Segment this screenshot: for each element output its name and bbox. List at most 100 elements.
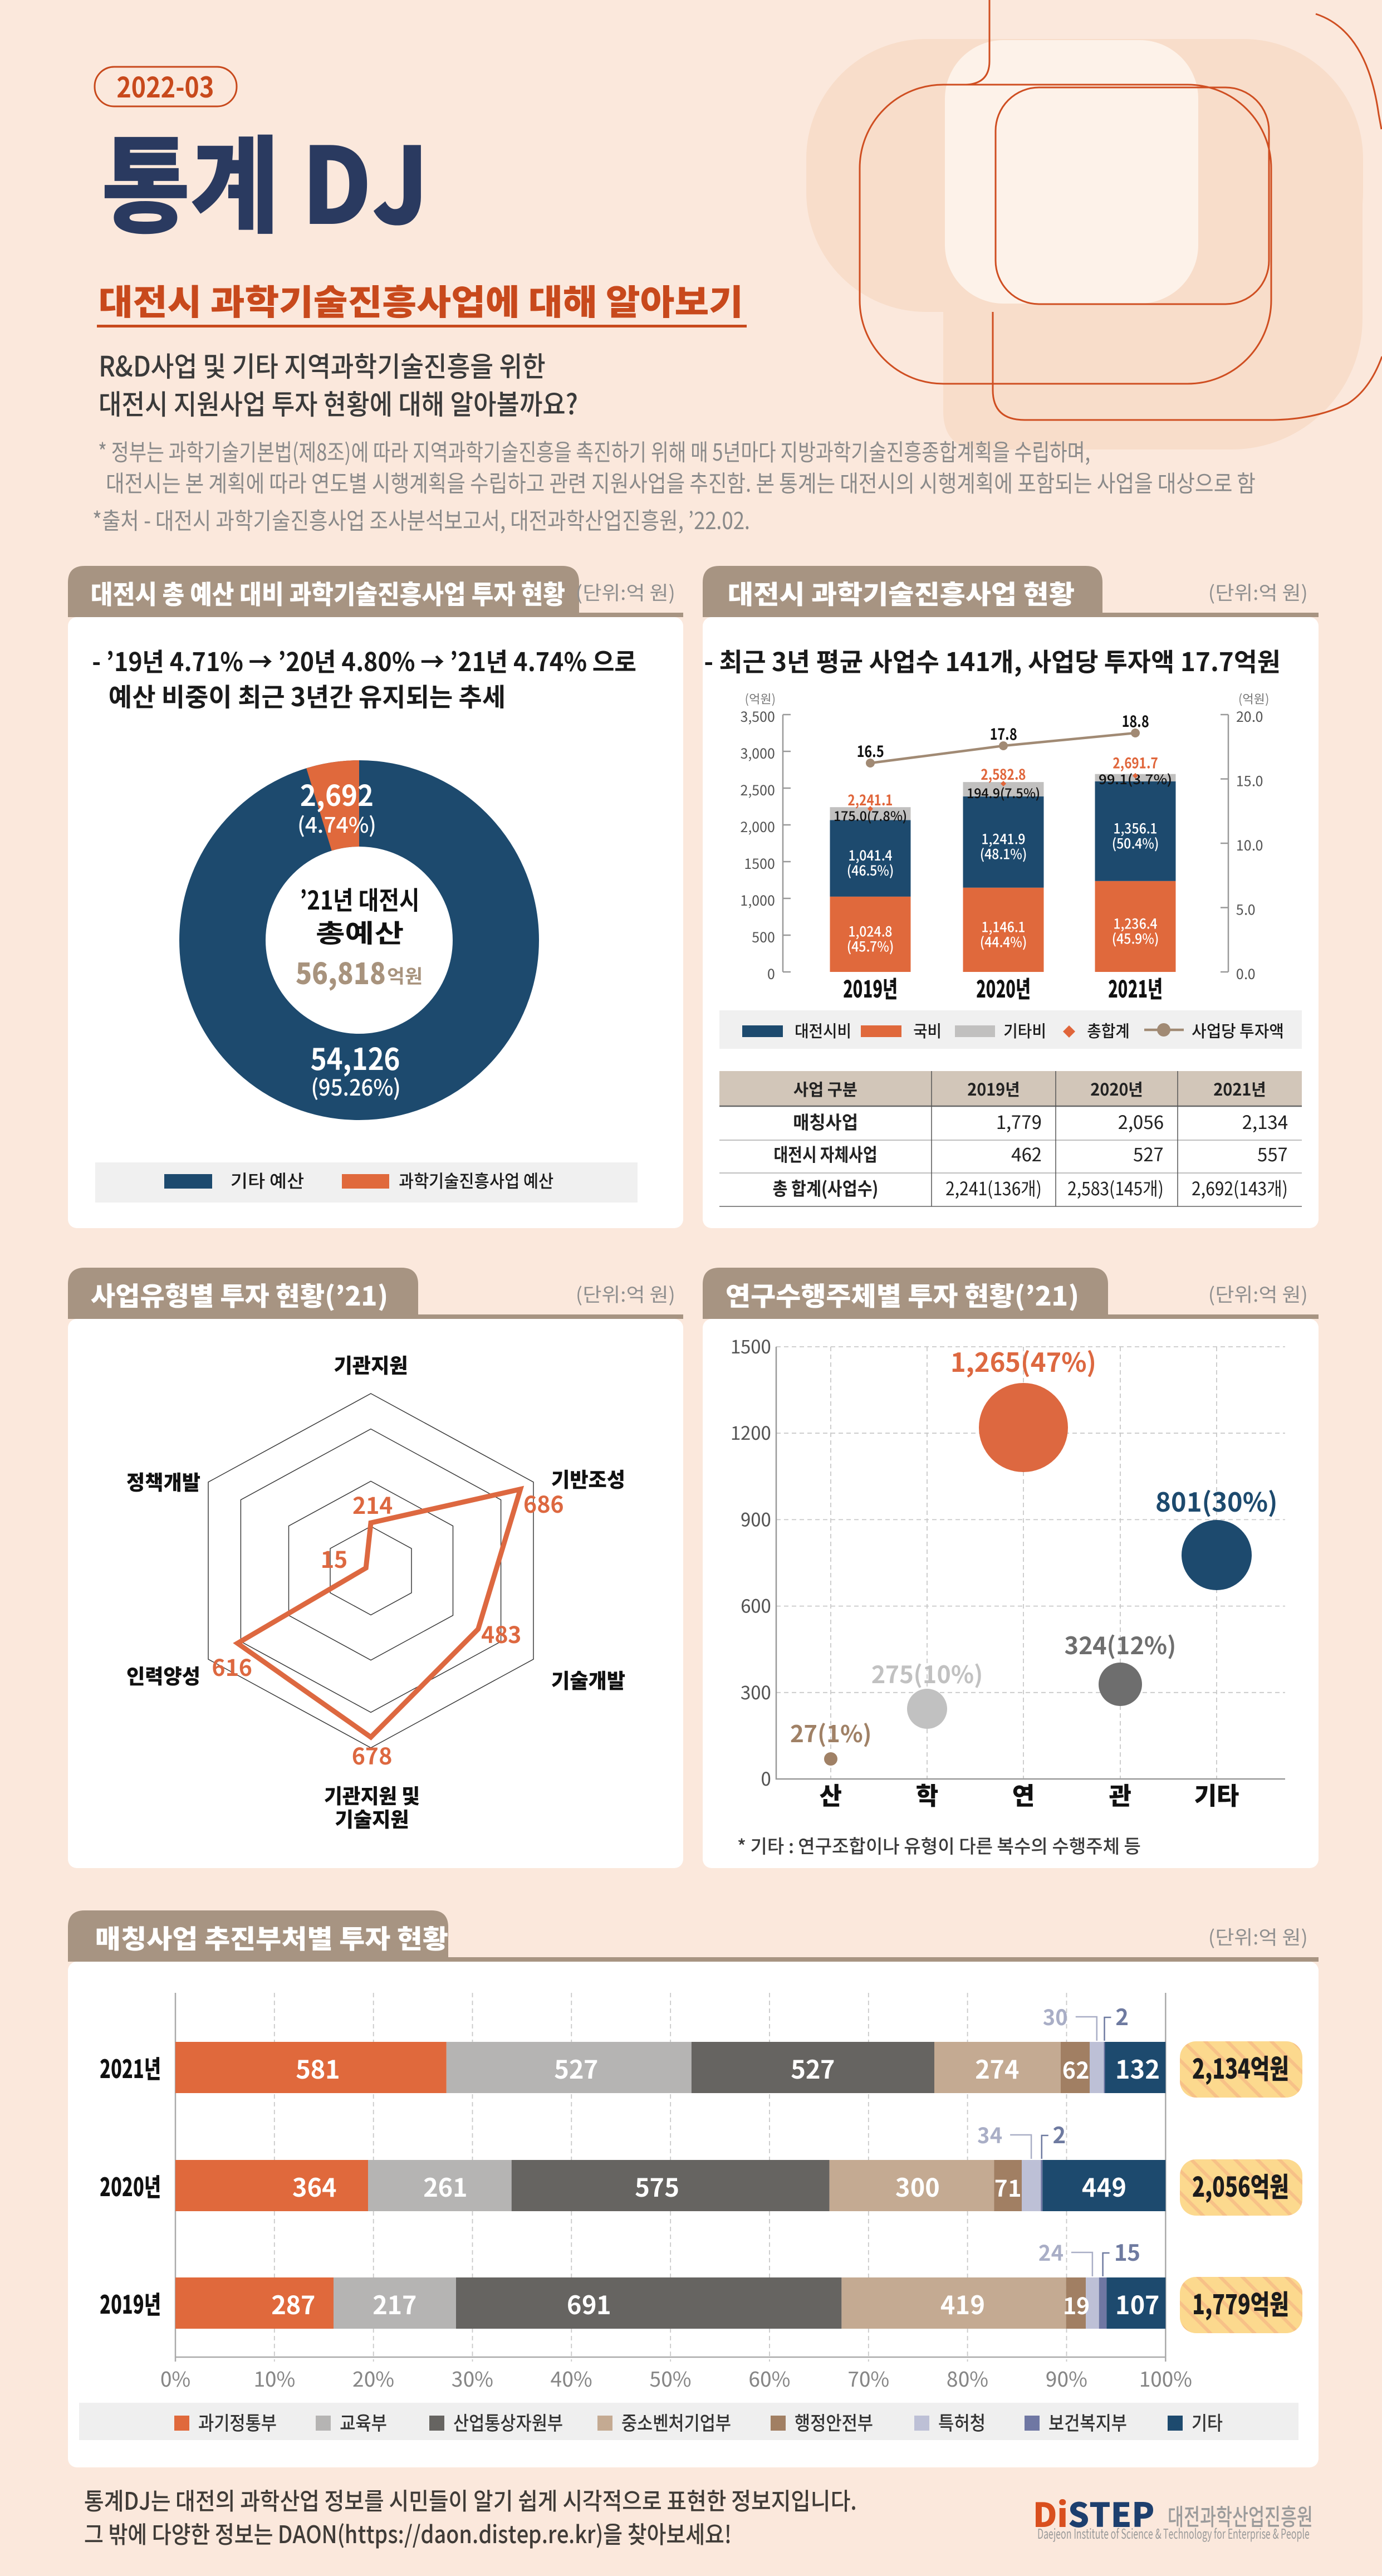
svg-text:70%: 70% — [847, 2363, 889, 2393]
svg-text:2019년: 2019년 — [967, 1076, 1020, 1101]
svg-text:34: 34 — [977, 2119, 1002, 2149]
svg-text:2,000: 2,000 — [741, 817, 775, 837]
svg-text:연: 연 — [1012, 1776, 1035, 1812]
svg-text:(억원): (억원) — [745, 690, 776, 707]
svg-text:(95.26%): (95.26%) — [311, 1070, 401, 1102]
svg-text:527: 527 — [1133, 1140, 1164, 1167]
svg-text:10%: 10% — [253, 2363, 295, 2393]
svg-text:1,146.1: 1,146.1 — [982, 916, 1026, 936]
svg-text:(45.9%): (45.9%) — [1112, 928, 1159, 948]
svg-text:산: 산 — [820, 1776, 842, 1812]
svg-text:0: 0 — [761, 1764, 771, 1791]
svg-text:기타비: 기타비 — [1003, 1018, 1046, 1042]
svg-text:2,692: 2,692 — [300, 773, 374, 814]
svg-text:1,024.8: 1,024.8 — [849, 921, 893, 941]
svg-text:대전시비: 대전시비 — [795, 1018, 851, 1042]
svg-text:261: 261 — [423, 2168, 468, 2204]
svg-text:0: 0 — [767, 964, 775, 984]
svg-text:과기정통부: 과기정통부 — [198, 2408, 277, 2436]
svg-text:기반조성: 기반조성 — [551, 1463, 625, 1493]
svg-text:(단위:억 원): (단위:억 원) — [1208, 1922, 1308, 1951]
svg-text:801(30%): 801(30%) — [1155, 1481, 1277, 1519]
svg-text:’21년 대전시: ’21년 대전시 — [300, 881, 420, 917]
svg-text:527: 527 — [554, 2050, 599, 2086]
svg-text:Daejeon Institute of Science &: Daejeon Institute of Science & Technolog… — [1037, 2523, 1310, 2543]
svg-text:2021년: 2021년 — [1213, 1076, 1266, 1101]
svg-text:40%: 40% — [551, 2363, 592, 2393]
svg-text:2,692(143개): 2,692(143개) — [1192, 1174, 1288, 1201]
svg-text:(44.4%): (44.4%) — [980, 931, 1027, 951]
svg-text:54,126: 54,126 — [311, 1035, 400, 1079]
svg-text:기타: 기타 — [1194, 1776, 1239, 1812]
svg-text:대전시 자체사업: 대전시 자체사업 — [774, 1140, 878, 1167]
svg-text:691: 691 — [567, 2285, 611, 2321]
svg-text:24: 24 — [1038, 2236, 1064, 2267]
svg-text:900: 900 — [741, 1505, 771, 1532]
svg-text:2021년: 2021년 — [100, 2049, 161, 2085]
svg-text:2,583(145개): 2,583(145개) — [1067, 1174, 1164, 1201]
svg-text:2019년: 2019년 — [843, 971, 898, 1005]
svg-text:연구수행주체별 투자 현황(’21): 연구수행주체별 투자 현황(’21) — [726, 1275, 1079, 1313]
svg-text:2,134: 2,134 — [1242, 1108, 1288, 1135]
svg-text:678: 678 — [352, 1738, 393, 1771]
svg-text:19: 19 — [1063, 2287, 1090, 2321]
svg-text:62: 62 — [1062, 2052, 1089, 2085]
svg-text:대전과학산업진흥원: 대전과학산업진흥원 — [1168, 2499, 1313, 2533]
svg-text:행정안전부: 행정안전부 — [795, 2408, 873, 2436]
svg-text:616: 616 — [212, 1649, 252, 1683]
svg-text:(단위:억 원): (단위:억 원) — [1208, 578, 1308, 606]
svg-text:대전시 총 예산 대비 과학기술진흥사업 투자 현황: 대전시 총 예산 대비 과학기술진흥사업 투자 현황 — [91, 573, 565, 612]
svg-text:과학기술진흥사업 예산: 과학기술진흥사업 예산 — [399, 1167, 553, 1193]
svg-text:보건복지부: 보건복지부 — [1048, 2408, 1127, 2436]
svg-text:1500: 1500 — [731, 1332, 771, 1359]
svg-text:1,236.4: 1,236.4 — [1114, 913, 1158, 933]
svg-text:총예산: 총예산 — [316, 913, 404, 950]
svg-text:18.8: 18.8 — [1122, 710, 1149, 732]
svg-text:2,056억원: 2,056억원 — [1192, 2166, 1289, 2205]
svg-text:686: 686 — [523, 1486, 564, 1519]
svg-text:2021년: 2021년 — [1108, 971, 1163, 1005]
svg-text:(4.74%): (4.74%) — [297, 808, 376, 839]
svg-text:275(10%): 275(10%) — [871, 1656, 983, 1690]
svg-text:중소벤처기업부: 중소벤처기업부 — [621, 2408, 731, 2436]
svg-text:80%: 80% — [947, 2363, 988, 2393]
svg-text:274: 274 — [975, 2050, 1020, 2086]
svg-text:대전시는 본 계획에 따라 연도별 시행계획을 수립하고 관: 대전시는 본 계획에 따라 연도별 시행계획을 수립하고 관련 지원사업을 추진… — [106, 465, 1256, 499]
svg-text:483: 483 — [481, 1616, 522, 1650]
svg-text:(억원): (억원) — [1238, 690, 1269, 707]
svg-text:2,691.7: 2,691.7 — [1113, 752, 1158, 773]
svg-text:90%: 90% — [1046, 2363, 1087, 2393]
svg-text:* 정부는 과학기술기본법(제8조)에 따라 지역과학기술진: * 정부는 과학기술기본법(제8조)에 따라 지역과학기술진흥을 촉진하기 위해… — [98, 434, 1090, 468]
svg-text:교육부: 교육부 — [340, 2408, 387, 2436]
svg-text:600: 600 — [741, 1592, 771, 1619]
svg-text:- ’19년 4.71% → ’20년 4.80% → ’2: - ’19년 4.71% → ’20년 4.80% → ’21년 4.74% 으… — [92, 642, 636, 679]
svg-text:2,134억원: 2,134억원 — [1192, 2047, 1289, 2087]
svg-text:기술개발: 기술개발 — [551, 1664, 625, 1694]
svg-text:2,500: 2,500 — [741, 780, 775, 800]
svg-text:*출처 - 대전시 과학기술진흥사업 조사분석보고서, 대전: *출처 - 대전시 과학기술진흥사업 조사분석보고서, 대전과학산업진흥원, ’… — [92, 502, 750, 536]
svg-text:사업 구분: 사업 구분 — [793, 1076, 857, 1101]
svg-text:대전시 지원사업 투자 현황에 대해 알아볼까요?: 대전시 지원사업 투자 현황에 대해 알아볼까요? — [99, 383, 578, 423]
svg-text:2,056: 2,056 — [1118, 1108, 1164, 1135]
svg-text:2020년: 2020년 — [100, 2167, 161, 2203]
svg-text:3,500: 3,500 — [741, 706, 775, 726]
svg-text:1,000: 1,000 — [741, 890, 775, 910]
svg-text:1,779: 1,779 — [996, 1108, 1042, 1135]
svg-text:그 밖에 다양한 정보는 DAON(https://daon: 그 밖에 다양한 정보는 DAON(https://daon.distep.re… — [84, 2516, 732, 2550]
svg-text:300: 300 — [741, 1678, 771, 1705]
svg-text:581: 581 — [296, 2050, 340, 2086]
svg-text:1,265(47%): 1,265(47%) — [950, 1341, 1096, 1380]
svg-text:인력양성: 인력양성 — [126, 1660, 200, 1690]
svg-text:2: 2 — [1116, 2000, 1129, 2032]
svg-text:56,818: 56,818 — [296, 951, 386, 993]
svg-text:2,582.8: 2,582.8 — [981, 764, 1026, 784]
svg-text:500: 500 — [752, 927, 775, 947]
svg-text:2020년: 2020년 — [1090, 1076, 1143, 1101]
svg-text:287: 287 — [271, 2285, 316, 2321]
svg-text:17.8: 17.8 — [990, 722, 1017, 745]
svg-text:71: 71 — [994, 2170, 1021, 2203]
svg-text:기술지원: 기술지원 — [335, 1803, 409, 1833]
svg-text:300: 300 — [895, 2168, 940, 2204]
svg-text:매칭사업 추진부처별 투자 현황: 매칭사업 추진부처별 투자 현황 — [95, 1918, 448, 1956]
svg-text:정책개발: 정책개발 — [126, 1466, 200, 1496]
